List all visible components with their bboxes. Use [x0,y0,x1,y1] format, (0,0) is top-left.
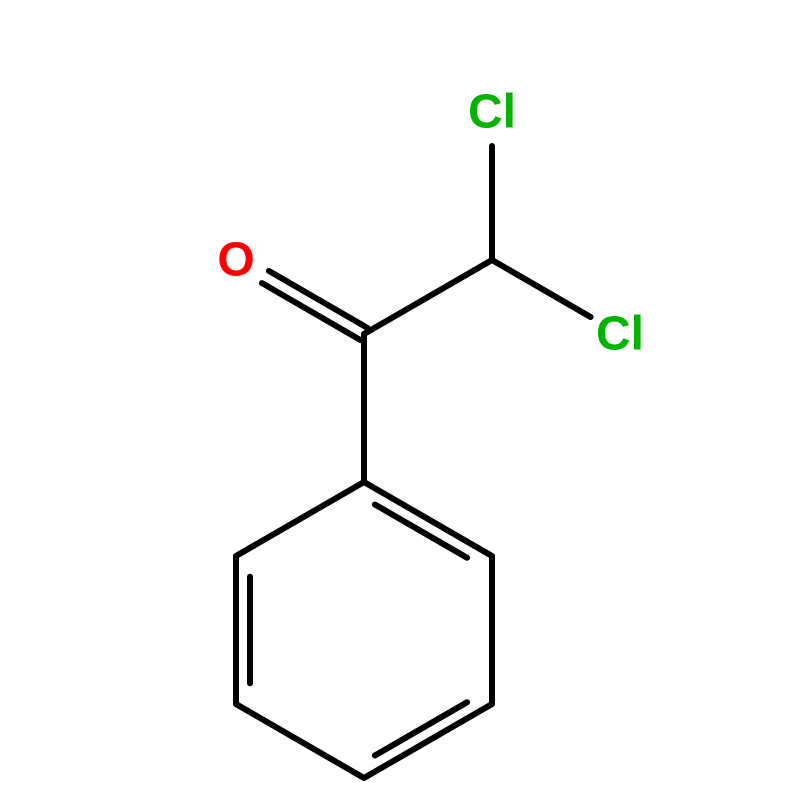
bond [492,260,591,317]
bond [364,482,492,556]
atom-label-o: O [217,234,254,287]
bond [364,704,492,778]
bond [236,704,364,778]
atom-label-cl: Cl [596,308,644,361]
molecule-diagram: O Cl Cl [0,0,800,800]
bond [262,283,361,340]
atom-label-cl: Cl [468,86,516,139]
bond [236,482,364,556]
bond [364,260,492,334]
bond [269,271,368,328]
